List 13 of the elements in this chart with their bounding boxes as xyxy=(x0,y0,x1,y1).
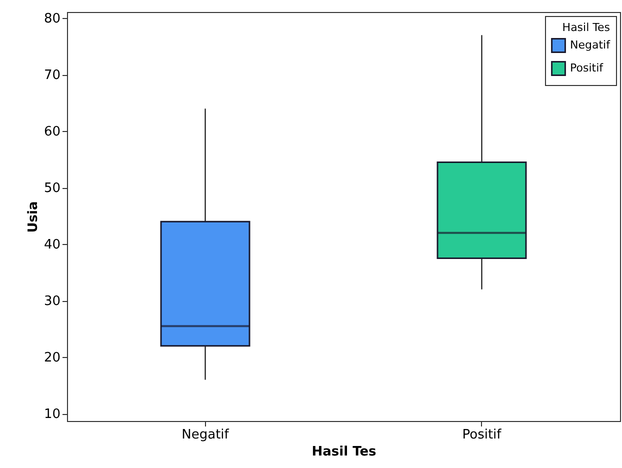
y-tick-label: 80 xyxy=(44,12,60,27)
legend-title: Hasil Tes xyxy=(562,21,610,34)
y-tick-label: 30 xyxy=(44,294,60,310)
y-tick-label: 40 xyxy=(44,238,60,253)
y-tick-label: 10 xyxy=(44,407,60,422)
x-axis-title: Hasil Tes xyxy=(312,444,377,460)
y-axis-title: Usia xyxy=(26,201,41,233)
y-tick-label: 20 xyxy=(44,350,60,366)
y-tick-label: 60 xyxy=(44,124,60,140)
legend-label: Positif xyxy=(570,62,604,74)
legend-label: Negatif xyxy=(570,38,612,52)
y-tick-label: 70 xyxy=(44,68,60,84)
y-tick-label: 50 xyxy=(44,181,60,196)
